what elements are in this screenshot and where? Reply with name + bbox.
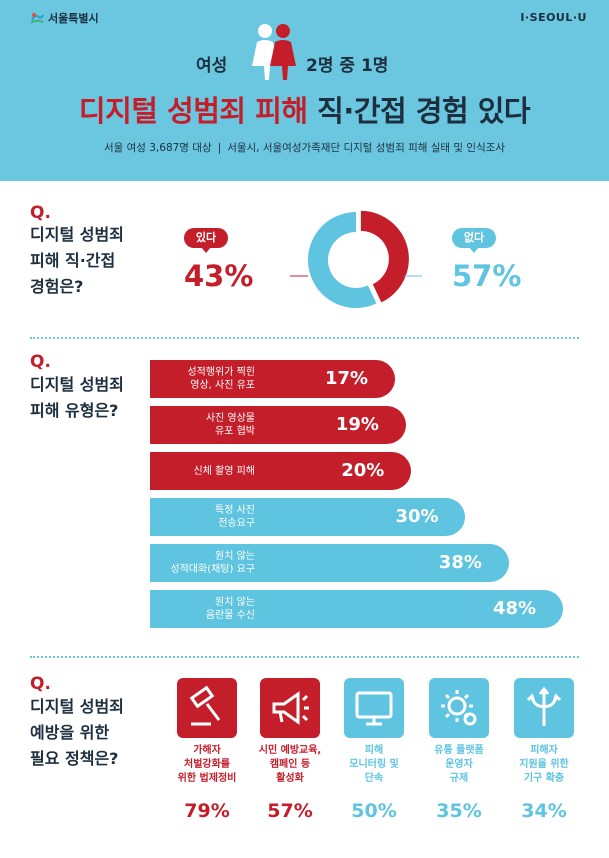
- bar-1: [150, 360, 395, 398]
- policy-percentage-5: 34%: [521, 800, 567, 822]
- bar-label-6: 원치 않는 음란물 수신: [205, 597, 255, 621]
- policy-label-2: 시민 예방교육, 캠페인 등 활성화: [258, 745, 322, 784]
- bar-2: [150, 406, 406, 444]
- bar-6: [150, 590, 563, 628]
- policy-percentage-4: 35%: [436, 800, 482, 822]
- no-pill-label: 없다: [463, 231, 485, 244]
- yes-percentage: 43%: [184, 259, 254, 293]
- yes-pill-label: 있다: [195, 231, 217, 244]
- subtitle-separator: |: [217, 142, 222, 154]
- donut-slice-yes: [360, 210, 409, 303]
- seoul-logo-icon: [30, 13, 44, 24]
- headline-right: 2명 중 1명: [306, 56, 389, 76]
- policy-percentage-2: 57%: [267, 800, 313, 822]
- donut-slice-no: [308, 212, 377, 308]
- no-pill: 없다: [452, 228, 496, 248]
- subtitle: 서울 여성 3,687명 대상 | 서울시, 서울여성가족재단 디지털 성범죄 피해…: [0, 140, 609, 155]
- yes-pill-tail: [201, 247, 211, 253]
- question-text-1: 디지털 성범죄 피해 직·간접 경험은?: [30, 225, 124, 296]
- question-mark-3: Q.: [30, 674, 51, 694]
- bar-label-4: 특정 사진 전송요구: [215, 505, 255, 529]
- question-mark-1: Q.: [30, 203, 51, 223]
- policy-label-3: 피해 모니터링 및 단속: [349, 745, 399, 784]
- policy-label-1: 가해자 처벌강화를 위한 법제정비: [177, 745, 237, 784]
- headline-row: 여성 2명 중 1명: [0, 22, 609, 88]
- subtitle-source: 서울시, 서울여성가족재단 디지털 성범죄 피해 실태 및 인식조사: [227, 142, 506, 154]
- bar-value-5: 38%: [438, 552, 482, 573]
- bar-3: [150, 452, 412, 490]
- policy-percentage-1: 79%: [184, 800, 230, 822]
- question-mark-2: Q.: [30, 352, 51, 372]
- title-dark-part: 직·간접 경험 있다: [307, 94, 531, 128]
- bar-value-2: 19%: [335, 414, 379, 435]
- no-pill-tail: [469, 247, 479, 253]
- women-icon: [252, 24, 296, 80]
- directions-icon: [514, 678, 574, 738]
- header-banner: 서울특별시 I·SEOUL·U 여성 2명 중 1명 디지털 성범죄 피해 직·…: [0, 0, 609, 181]
- megaphone-icon: [260, 678, 320, 738]
- seoul-logo-text: 서울특별시: [48, 12, 99, 25]
- policy-label-5: 피해자 지원을 위한 기구 확충: [519, 745, 569, 784]
- bar-label-1: 성적행위가 찍힌 영상, 사진 유포: [187, 367, 255, 391]
- question-text-2: 디지털 성범죄 피해 유형은?: [30, 375, 124, 420]
- donut-slices: [308, 210, 409, 308]
- no-percentage: 57%: [452, 259, 522, 293]
- section-divider-1: [30, 337, 579, 339]
- headline-left: 여성: [196, 56, 228, 76]
- title-red-part: 디지털 성범죄 피해: [78, 94, 308, 128]
- seoul-logo: 서울특별시: [30, 10, 99, 26]
- donut-chart: [290, 210, 422, 308]
- bar-label-5: 원치 않는 성적대화(채팅) 요구: [170, 551, 255, 575]
- page-title: 디지털 성범죄 피해 직·간접 경험 있다: [0, 88, 609, 130]
- yes-pill: 있다: [184, 228, 228, 248]
- gear-icon: [429, 678, 489, 738]
- iseoulu-logo: I·SEOUL·U: [520, 11, 587, 24]
- bar-label-2: 사진 영상물 유포 협박: [205, 413, 255, 437]
- bar-value-6: 48%: [493, 598, 537, 619]
- bar-value-3: 20%: [341, 460, 385, 481]
- bar-4: [150, 498, 466, 536]
- gavel-icon: [177, 678, 237, 738]
- subtitle-sample: 서울 여성 3,687명 대상: [103, 142, 212, 154]
- question-text-3: 디지털 성범죄 예방을 위한 필요 정책은?: [30, 697, 124, 768]
- bar-5: [150, 544, 509, 582]
- bar-label-3: 신체 촬영 피해: [193, 465, 255, 477]
- policy-label-4: 유통 플랫폼 운영자 규제: [434, 745, 484, 784]
- monitor-icon: [344, 678, 404, 738]
- bar-value-4: 30%: [395, 506, 439, 527]
- bar-value-1: 17%: [325, 368, 369, 389]
- policy-percentage-3: 50%: [351, 800, 397, 822]
- section-divider-2: [30, 656, 579, 658]
